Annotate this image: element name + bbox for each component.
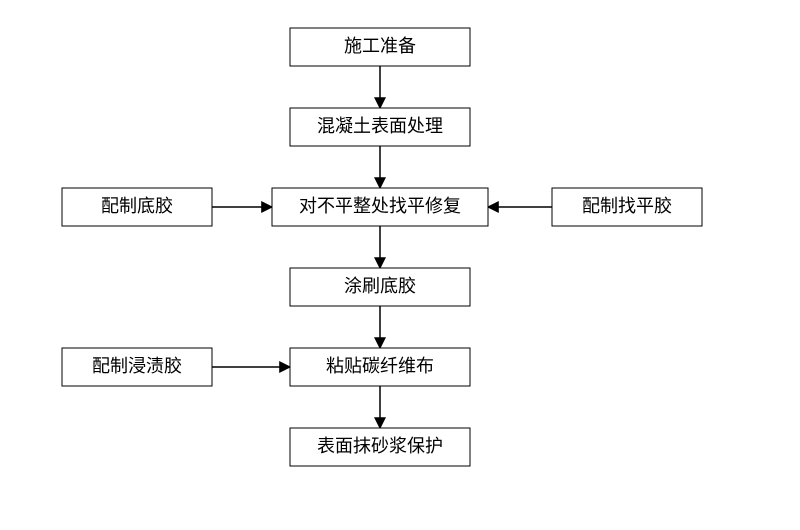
node-s3: 配制浸渍胶 (62, 348, 212, 386)
node-n4: 涂刷底胶 (290, 268, 470, 306)
node-n5: 粘贴碳纤维布 (290, 348, 470, 386)
node-label: 表面抹砂浆保护 (317, 436, 443, 456)
node-n2: 混凝土表面处理 (290, 108, 470, 146)
node-label: 配制底胶 (101, 196, 173, 216)
node-label: 配制找平胶 (582, 196, 672, 216)
node-label: 混凝土表面处理 (317, 116, 443, 136)
node-label: 施工准备 (344, 36, 416, 56)
node-label: 涂刷底胶 (344, 276, 416, 296)
node-label: 粘贴碳纤维布 (326, 356, 434, 376)
node-s1: 配制底胶 (62, 188, 212, 226)
node-n6: 表面抹砂浆保护 (290, 428, 470, 466)
node-label: 配制浸渍胶 (92, 356, 182, 376)
flowchart-canvas: 施工准备混凝土表面处理对不平整处找平修复涂刷底胶粘贴碳纤维布表面抹砂浆保护 配制底… (0, 0, 800, 530)
node-s2: 配制找平胶 (552, 188, 702, 226)
node-n3: 对不平整处找平修复 (272, 188, 488, 226)
node-n1: 施工准备 (290, 28, 470, 66)
node-label: 对不平整处找平修复 (299, 196, 461, 216)
